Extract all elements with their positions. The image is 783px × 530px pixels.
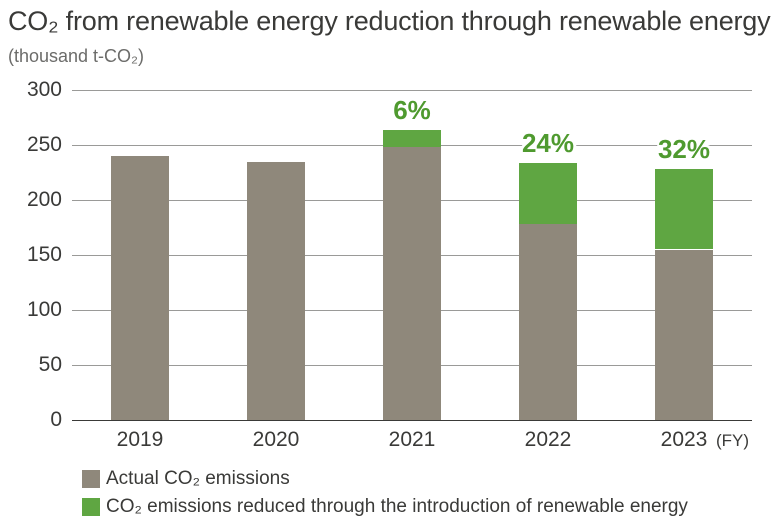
y-tick-label: 150	[27, 243, 62, 267]
y-tick-label: 250	[27, 133, 62, 157]
bar-group	[383, 90, 440, 420]
bar-reduced	[383, 130, 440, 148]
bar-actual	[111, 156, 168, 420]
y-tick-label: 0	[50, 408, 62, 432]
y-tick-label: 300	[27, 78, 62, 102]
legend-item: CO₂ emissions reduced through the introd…	[82, 496, 688, 518]
bar-group	[247, 90, 304, 420]
x-tick-label: 2019	[117, 428, 164, 452]
bar-actual	[655, 250, 712, 421]
bar-reduced	[655, 169, 712, 249]
legend-item: Actual CO₂ emissions	[82, 468, 688, 490]
legend-swatch	[82, 498, 100, 516]
y-axis-unit: (thousand t-CO₂)	[8, 46, 144, 67]
y-tick-label: 50	[39, 353, 62, 377]
legend-label: Actual CO₂ emissions	[106, 468, 290, 490]
bar-actual	[519, 224, 576, 420]
fy-suffix: (FY)	[716, 431, 749, 451]
legend: Actual CO₂ emissions CO₂ emissions reduce…	[82, 462, 688, 518]
x-axis-line	[72, 420, 752, 421]
bar-group	[111, 90, 168, 420]
y-tick-label: 100	[27, 298, 62, 322]
percent-label: 32%	[658, 134, 710, 165]
bar-actual	[247, 162, 304, 421]
x-tick-label: 2022	[525, 428, 572, 452]
x-tick-label: 2020	[253, 428, 300, 452]
y-tick-label: 200	[27, 188, 62, 212]
bar-actual	[383, 147, 440, 420]
chart-title: CO₂ from renewable energy reduction thro…	[8, 6, 770, 37]
percent-label: 6%	[393, 95, 431, 126]
bar-reduced	[519, 163, 576, 225]
legend-swatch	[82, 470, 100, 488]
plot-area: 050100150200250300201920206%202124%20223…	[72, 90, 752, 420]
x-tick-label: 2021	[389, 428, 436, 452]
legend-label: CO₂ emissions reduced through the introd…	[106, 496, 688, 518]
x-tick-label: 2023	[661, 428, 708, 452]
percent-label: 24%	[522, 128, 574, 159]
